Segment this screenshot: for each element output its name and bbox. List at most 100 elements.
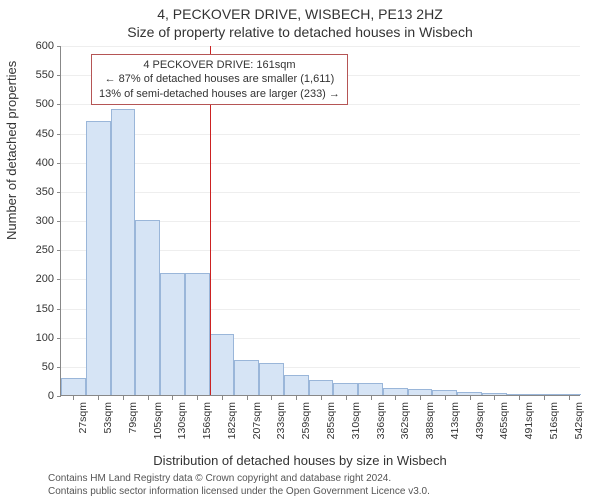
- callout-line: 13% of semi-detached houses are larger (…: [99, 87, 340, 101]
- x-tick-mark: [197, 396, 198, 400]
- x-tick-mark: [247, 396, 248, 400]
- x-tick-mark: [445, 396, 446, 400]
- x-tick-label: 182sqm: [226, 402, 238, 439]
- histogram-bar: [556, 394, 581, 395]
- x-tick-mark: [420, 396, 421, 400]
- y-tick-label: 550: [0, 69, 54, 81]
- y-tick-label: 400: [0, 157, 54, 169]
- y-tick-mark: [57, 134, 61, 135]
- histogram-bar: [507, 394, 532, 395]
- x-tick-mark: [371, 396, 372, 400]
- x-tick-label: 336sqm: [375, 402, 387, 439]
- y-tick-mark: [57, 221, 61, 222]
- callout-box: 4 PECKOVER DRIVE: 161sqm← 87% of detache…: [91, 54, 348, 105]
- x-tick-label: 130sqm: [176, 402, 188, 439]
- histogram-bar: [383, 388, 408, 395]
- gridline: [61, 192, 580, 193]
- x-tick-mark: [148, 396, 149, 400]
- y-tick-mark: [57, 250, 61, 251]
- x-tick-mark: [296, 396, 297, 400]
- y-tick-mark: [57, 75, 61, 76]
- x-tick-mark: [395, 396, 396, 400]
- gridline: [61, 46, 580, 47]
- x-tick-label: 285sqm: [325, 402, 337, 439]
- y-tick-label: 100: [0, 332, 54, 344]
- y-tick-label: 500: [0, 98, 54, 110]
- histogram-bar: [160, 273, 185, 396]
- chart-title-line1: 4, PECKOVER DRIVE, WISBECH, PE13 2HZ: [0, 6, 600, 22]
- x-tick-mark: [470, 396, 471, 400]
- y-tick-label: 250: [0, 244, 54, 256]
- histogram-bar: [309, 380, 334, 395]
- x-tick-mark: [569, 396, 570, 400]
- x-tick-mark: [222, 396, 223, 400]
- x-tick-label: 53sqm: [102, 402, 114, 434]
- histogram-bar: [333, 383, 358, 395]
- x-axis-label: Distribution of detached houses by size …: [0, 453, 600, 468]
- x-tick-label: 233sqm: [275, 402, 287, 439]
- x-tick-label: 542sqm: [573, 402, 585, 439]
- y-axis-label: Number of detached properties: [4, 61, 19, 240]
- y-tick-mark: [57, 367, 61, 368]
- chart-container: 4, PECKOVER DRIVE, WISBECH, PE13 2HZ Siz…: [0, 0, 600, 500]
- y-tick-mark: [57, 46, 61, 47]
- x-tick-mark: [73, 396, 74, 400]
- attribution-line1: Contains HM Land Registry data © Crown c…: [48, 473, 430, 486]
- x-tick-mark: [346, 396, 347, 400]
- histogram-bar: [135, 220, 160, 395]
- attribution-line2: Contains public sector information licen…: [48, 486, 430, 499]
- y-tick-label: 200: [0, 273, 54, 285]
- gridline: [61, 163, 580, 164]
- y-tick-label: 350: [0, 186, 54, 198]
- y-tick-label: 50: [0, 361, 54, 373]
- x-tick-mark: [172, 396, 173, 400]
- y-tick-mark: [57, 163, 61, 164]
- x-tick-label: 105sqm: [152, 402, 164, 439]
- x-tick-label: 156sqm: [201, 402, 213, 439]
- x-tick-label: 27sqm: [77, 402, 89, 434]
- x-tick-mark: [98, 396, 99, 400]
- x-tick-mark: [271, 396, 272, 400]
- x-tick-mark: [321, 396, 322, 400]
- x-tick-mark: [544, 396, 545, 400]
- y-tick-label: 600: [0, 40, 54, 52]
- plot-area: 27sqm53sqm79sqm105sqm130sqm156sqm182sqm2…: [60, 46, 580, 396]
- histogram-bar: [111, 109, 136, 395]
- y-tick-label: 300: [0, 215, 54, 227]
- gridline: [61, 134, 580, 135]
- attribution-text: Contains HM Land Registry data © Crown c…: [48, 473, 430, 498]
- histogram-bar: [210, 334, 235, 395]
- x-tick-label: 491sqm: [523, 402, 535, 439]
- x-tick-label: 79sqm: [127, 402, 139, 434]
- histogram-bar: [185, 273, 210, 396]
- histogram-bar: [432, 390, 457, 395]
- x-tick-label: 413sqm: [449, 402, 461, 439]
- x-tick-label: 439sqm: [474, 402, 486, 439]
- y-tick-mark: [57, 192, 61, 193]
- callout-line: ← 87% of detached houses are smaller (1,…: [99, 72, 340, 86]
- y-tick-label: 0: [0, 390, 54, 402]
- y-tick-mark: [57, 309, 61, 310]
- x-tick-label: 516sqm: [548, 402, 560, 439]
- x-tick-label: 259sqm: [300, 402, 312, 439]
- y-tick-label: 150: [0, 303, 54, 315]
- histogram-bar: [259, 363, 284, 395]
- x-tick-mark: [123, 396, 124, 400]
- chart-title-line2: Size of property relative to detached ho…: [0, 24, 600, 40]
- histogram-bar: [531, 394, 556, 395]
- histogram-bar: [457, 392, 482, 395]
- y-tick-mark: [57, 396, 61, 397]
- histogram-bar: [358, 383, 383, 395]
- histogram-bar: [61, 378, 86, 396]
- callout-line: 4 PECKOVER DRIVE: 161sqm: [99, 58, 340, 72]
- x-tick-label: 465sqm: [498, 402, 510, 439]
- x-tick-mark: [519, 396, 520, 400]
- y-tick-mark: [57, 279, 61, 280]
- histogram-bar: [482, 393, 507, 395]
- y-tick-mark: [57, 338, 61, 339]
- x-tick-mark: [494, 396, 495, 400]
- x-tick-label: 310sqm: [350, 402, 362, 439]
- x-tick-label: 207sqm: [251, 402, 263, 439]
- x-tick-label: 388sqm: [424, 402, 436, 439]
- histogram-bar: [408, 389, 433, 395]
